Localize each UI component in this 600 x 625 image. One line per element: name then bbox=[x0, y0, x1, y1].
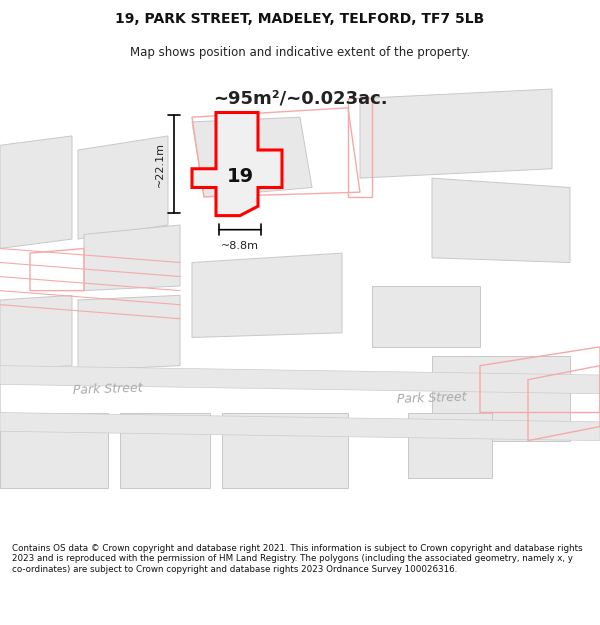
Polygon shape bbox=[0, 366, 600, 441]
Text: Park Street: Park Street bbox=[397, 391, 467, 406]
Polygon shape bbox=[120, 412, 210, 488]
Polygon shape bbox=[192, 253, 342, 338]
Polygon shape bbox=[360, 89, 552, 178]
Polygon shape bbox=[192, 112, 282, 216]
Polygon shape bbox=[84, 225, 180, 291]
Polygon shape bbox=[0, 295, 72, 370]
Polygon shape bbox=[432, 178, 570, 262]
Polygon shape bbox=[432, 356, 570, 441]
Polygon shape bbox=[78, 295, 180, 370]
Text: 19: 19 bbox=[227, 168, 254, 186]
Polygon shape bbox=[372, 286, 480, 347]
Polygon shape bbox=[222, 412, 348, 488]
Text: Map shows position and indicative extent of the property.: Map shows position and indicative extent… bbox=[130, 46, 470, 59]
Text: ~8.8m: ~8.8m bbox=[221, 241, 259, 251]
Polygon shape bbox=[192, 118, 312, 197]
Polygon shape bbox=[0, 412, 108, 488]
Text: 19, PARK STREET, MADELEY, TELFORD, TF7 5LB: 19, PARK STREET, MADELEY, TELFORD, TF7 5… bbox=[115, 12, 485, 26]
Polygon shape bbox=[78, 136, 168, 239]
Text: Park Street: Park Street bbox=[73, 381, 143, 397]
Text: Contains OS data © Crown copyright and database right 2021. This information is : Contains OS data © Crown copyright and d… bbox=[12, 544, 583, 574]
Polygon shape bbox=[0, 136, 72, 248]
Text: ~22.1m: ~22.1m bbox=[155, 141, 165, 186]
Polygon shape bbox=[408, 412, 492, 478]
Text: ~95m²/~0.023ac.: ~95m²/~0.023ac. bbox=[212, 89, 388, 107]
